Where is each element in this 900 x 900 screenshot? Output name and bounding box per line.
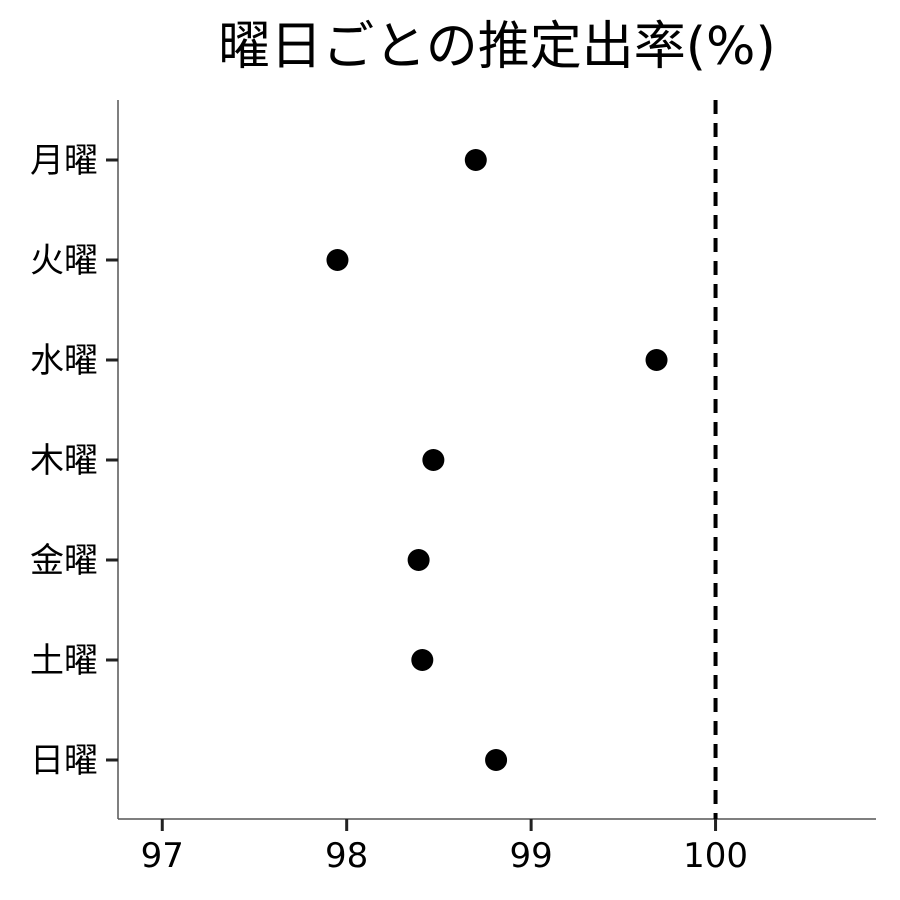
data-point [407, 549, 430, 571]
y-tick-label: 金曜 [30, 541, 98, 581]
y-tick-label: 木曜 [30, 441, 98, 481]
y-tick-label: 日曜 [30, 741, 98, 781]
y-tick-label: 月曜 [30, 141, 98, 181]
y-tick-label: 土曜 [30, 641, 98, 681]
data-point [326, 249, 349, 271]
chart-title: 曜日ごとの推定出率(%) [218, 17, 775, 77]
x-tick-label: 97 [141, 836, 184, 876]
data-points [326, 149, 668, 771]
data-point [485, 749, 508, 771]
data-point [464, 149, 487, 171]
x-tick-label: 99 [509, 836, 552, 876]
x-tick-label: 100 [683, 836, 748, 876]
y-tick-label: 水曜 [30, 341, 98, 381]
y-tick-label: 火曜 [30, 241, 98, 281]
data-point [422, 449, 445, 471]
x-tick-label: 98 [325, 836, 368, 876]
axes [117, 100, 876, 820]
x-axis-ticks: 97 98 99 100 [141, 819, 748, 876]
data-point [645, 349, 668, 371]
data-point [411, 649, 434, 671]
